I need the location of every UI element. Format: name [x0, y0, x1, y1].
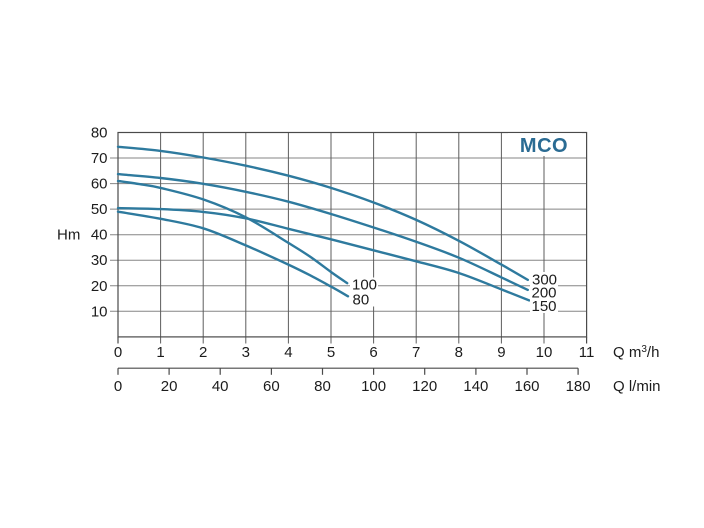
- svg-text:9: 9: [497, 344, 505, 361]
- svg-text:10: 10: [536, 344, 553, 361]
- svg-text:60: 60: [263, 378, 280, 395]
- svg-text:80: 80: [91, 125, 108, 142]
- svg-text:MCO: MCO: [520, 135, 568, 157]
- svg-text:11: 11: [579, 344, 595, 361]
- svg-text:0: 0: [114, 344, 122, 361]
- svg-text:3: 3: [242, 344, 250, 361]
- svg-text:200: 200: [532, 284, 557, 301]
- svg-text:300: 300: [532, 271, 557, 288]
- svg-text:Q l/min: Q l/min: [613, 378, 661, 395]
- svg-text:6: 6: [369, 344, 377, 361]
- svg-text:100: 100: [361, 378, 386, 395]
- svg-text:20: 20: [161, 378, 178, 395]
- svg-text:5: 5: [327, 344, 335, 361]
- svg-text:Hm: Hm: [57, 227, 80, 244]
- svg-text:140: 140: [463, 378, 488, 395]
- svg-text:10: 10: [91, 303, 108, 320]
- svg-text:4: 4: [284, 344, 292, 361]
- svg-text:40: 40: [91, 227, 108, 244]
- svg-text:80: 80: [353, 292, 370, 309]
- svg-text:2: 2: [199, 344, 207, 361]
- svg-text:20: 20: [91, 278, 108, 295]
- svg-text:60: 60: [91, 176, 108, 193]
- svg-text:150: 150: [532, 298, 557, 315]
- svg-text:1: 1: [156, 344, 164, 361]
- svg-text:7: 7: [412, 344, 420, 361]
- svg-text:8: 8: [455, 344, 463, 361]
- svg-text:80: 80: [314, 378, 331, 395]
- svg-text:50: 50: [91, 201, 108, 218]
- svg-text:100: 100: [352, 277, 377, 294]
- svg-text:Q m3/h: Q m3/h: [613, 344, 659, 361]
- svg-text:70: 70: [91, 150, 108, 167]
- svg-text:180: 180: [566, 378, 591, 395]
- svg-text:40: 40: [212, 378, 229, 395]
- svg-text:30: 30: [91, 252, 108, 269]
- svg-text:120: 120: [412, 378, 437, 395]
- svg-text:160: 160: [514, 378, 539, 395]
- svg-text:0: 0: [114, 378, 122, 395]
